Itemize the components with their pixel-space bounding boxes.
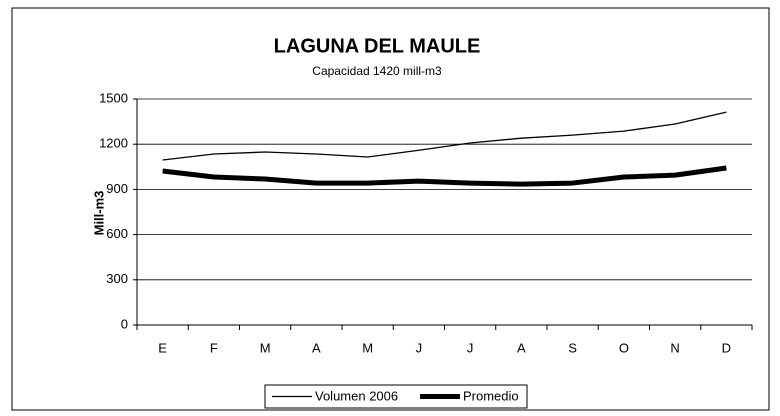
y-axis-label: Mill-m3 bbox=[91, 191, 106, 236]
x-tick-label: O bbox=[619, 340, 629, 355]
y-tick-label: 1200 bbox=[99, 136, 128, 151]
chart-title: LAGUNA DEL MAULE bbox=[274, 35, 481, 57]
x-tick-label: E bbox=[158, 340, 167, 355]
legend-label: Volumen 2006 bbox=[315, 388, 398, 403]
series-line bbox=[162, 165, 727, 187]
x-tick-label: J bbox=[467, 340, 474, 355]
legend-label: Promedio bbox=[463, 388, 519, 403]
y-tick-label: 0 bbox=[121, 316, 128, 331]
x-tick-label: M bbox=[260, 340, 271, 355]
y-tick-label: 600 bbox=[106, 226, 128, 241]
x-tick-label: M bbox=[362, 340, 373, 355]
x-tick-label: A bbox=[312, 340, 321, 355]
series-line bbox=[162, 111, 727, 161]
y-tick-label: 300 bbox=[106, 271, 128, 286]
chart-border bbox=[11, 7, 770, 411]
x-tick-label: S bbox=[568, 340, 577, 355]
y-tick-label: 900 bbox=[106, 181, 128, 196]
x-tick-label: F bbox=[210, 340, 218, 355]
x-tick-label: A bbox=[517, 340, 526, 355]
chart-subtitle: Capacidad 1420 mill-m3 bbox=[312, 64, 442, 78]
x-tick-label: D bbox=[722, 340, 731, 355]
y-tick-label: 1500 bbox=[99, 90, 128, 105]
x-tick-label: N bbox=[670, 340, 679, 355]
x-tick-label: J bbox=[416, 340, 423, 355]
legend-box bbox=[264, 384, 528, 409]
